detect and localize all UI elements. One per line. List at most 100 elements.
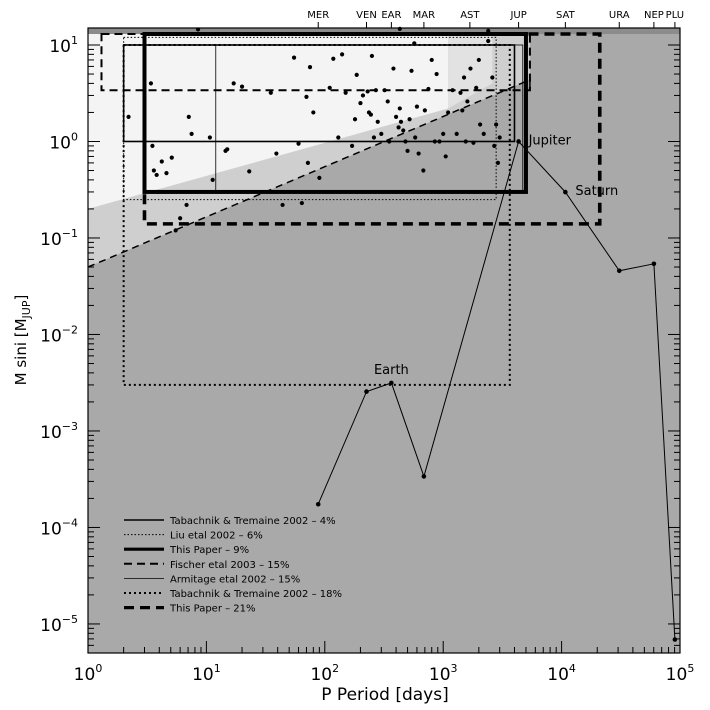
region-box-4 <box>100 32 531 92</box>
exoplanet-point <box>126 114 131 119</box>
y-tick-label: 10−3 <box>40 420 78 443</box>
survey-regions <box>100 31 602 386</box>
exoplanet-point <box>465 99 470 104</box>
exoplanet-point <box>461 75 467 80</box>
exoplanet-point <box>421 168 426 173</box>
exoplanet-point <box>371 135 377 140</box>
exoplanet-point <box>398 119 404 124</box>
exoplanet-point <box>403 139 408 144</box>
exoplanet-point <box>454 131 459 136</box>
exoplanet-point <box>382 88 387 93</box>
exoplanet-point <box>412 41 417 46</box>
exoplanet-point <box>387 139 392 144</box>
exoplanet-point <box>416 151 421 156</box>
x-tick-label: 104 <box>547 662 576 685</box>
upper-mass-band <box>88 28 680 34</box>
exoplanet-point <box>368 112 373 117</box>
legend-label: This Paper – 9% <box>169 545 249 556</box>
exoplanet-point <box>481 131 486 136</box>
solar-planet-point <box>421 474 427 479</box>
exoplanet-point <box>458 90 463 95</box>
exoplanet-point <box>358 100 363 106</box>
y-tick-label: 10−4 <box>40 516 78 539</box>
solar-planet-label: Saturn <box>575 184 618 199</box>
region-box-2 <box>123 36 497 201</box>
exoplanet-point <box>490 75 495 80</box>
exoplanet-point <box>397 106 402 111</box>
exoplanet-point <box>304 94 309 99</box>
exoplanet-point <box>463 139 468 144</box>
y-tick-label: 100 <box>49 130 78 153</box>
exoplanet-point <box>373 88 378 93</box>
exoplanet-point <box>385 99 390 104</box>
exoplanet-point <box>441 131 446 136</box>
exoplanet-point <box>268 90 273 95</box>
light-region <box>88 33 449 209</box>
exoplanet-point <box>437 139 442 144</box>
exoplanet-point <box>393 114 399 119</box>
exoplanet-point <box>154 172 159 178</box>
exoplanet-point <box>495 160 501 165</box>
legend-label: Liu etal 2002 – 6% <box>170 531 263 542</box>
exoplanet-point <box>207 135 212 140</box>
axes: 100 101 102 103 104 105 10−5 10−4 10−3 10−2 10−1 10… <box>40 10 694 685</box>
exoplanet-point <box>413 135 418 140</box>
x-axis-label: P Period [days] <box>321 685 448 705</box>
exoplanet-point <box>159 159 164 164</box>
plot-frame <box>87 27 681 654</box>
light-region-right <box>448 33 493 109</box>
exoplanet-points <box>126 26 502 233</box>
exoplanet-point <box>365 89 370 94</box>
exoplanet-point <box>210 177 215 182</box>
top-axis-label: JUP <box>509 10 526 21</box>
exoplanet-point <box>305 160 311 165</box>
exoplanet-point <box>186 114 191 119</box>
exoplanet-point <box>405 148 410 153</box>
top-axis-label: AST <box>460 10 480 21</box>
exoplanet-point <box>343 90 348 95</box>
exoplanet-point <box>184 202 189 208</box>
exoplanet-point <box>349 143 355 149</box>
plot-background <box>87 28 680 653</box>
y-tick-label: 10−2 <box>40 323 78 346</box>
sensitivity-limit-line <box>87 78 531 268</box>
solar-planet-label: Earth <box>374 363 409 378</box>
exoplanet-point <box>148 81 154 86</box>
exoplanet-point <box>460 108 465 113</box>
exoplanet-point <box>231 81 236 86</box>
exoplanet-point <box>397 26 402 31</box>
solar-system-planets: Earth Jupiter Saturn <box>315 133 678 642</box>
exoplanet-point <box>494 122 499 127</box>
exoplanet-point <box>173 228 178 233</box>
exoplanet-point <box>432 139 437 144</box>
exoplanet-point <box>471 140 476 145</box>
exoplanet-point <box>307 65 313 70</box>
exoplanet-point <box>474 85 479 90</box>
legend-label: Tabachnik & Tremaine 2002 – 18% <box>169 589 342 600</box>
exoplanet-point <box>497 135 502 140</box>
exoplanet-point <box>414 104 420 109</box>
solar-planet-point <box>651 261 657 267</box>
exoplanet-point <box>274 151 279 156</box>
exoplanet-point <box>486 38 491 44</box>
top-axis-label: EAR <box>381 10 401 21</box>
solar-planet-point <box>315 501 321 507</box>
y-tick-label: 101 <box>49 34 78 57</box>
exoplanet-point <box>486 28 491 33</box>
exoplanet-point <box>317 175 322 180</box>
region-box-7 <box>142 32 602 226</box>
solar-planet-label: Jupiter <box>528 133 572 148</box>
exoplanet-point <box>396 125 401 130</box>
x-tick-label: 103 <box>429 662 458 685</box>
exoplanet-point <box>407 117 412 122</box>
legend: Tabachnik & Tremaine 2002 – 4% Liu etal 2… <box>124 516 342 615</box>
solar-planet-point <box>563 189 568 195</box>
exoplanet-point <box>422 108 427 113</box>
exoplanet-point <box>409 68 414 73</box>
top-axis-label: NEP <box>644 10 664 21</box>
x-tick-label: 101 <box>192 662 221 685</box>
exoplanet-point <box>291 55 297 60</box>
exoplanet-point <box>375 119 380 124</box>
exoplanet-point <box>239 84 245 89</box>
exoplanet-point <box>476 57 481 63</box>
